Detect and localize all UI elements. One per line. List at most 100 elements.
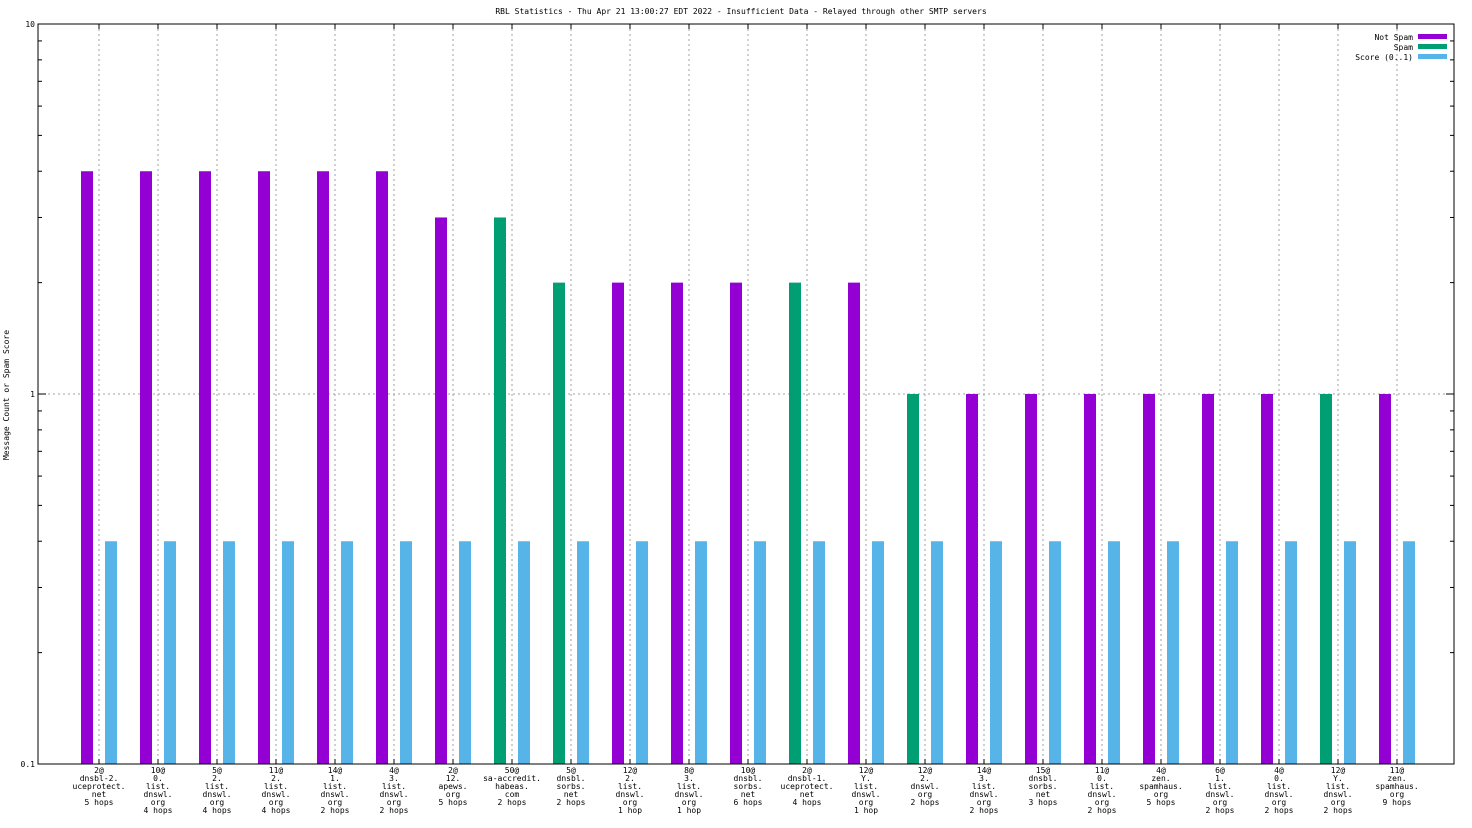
x-tick-label-line: net	[564, 790, 579, 799]
x-tick-label-line: org	[1331, 798, 1346, 807]
x-tick-label-line: 4@	[1156, 766, 1166, 775]
bar-score	[754, 541, 766, 764]
x-tick-label: 14@ 3. list. dnswl. org 2 hops	[970, 766, 999, 815]
x-tick-label-line: org	[682, 798, 697, 807]
x-tick-label-line: 3 hops	[1029, 798, 1058, 807]
bar-not-spam	[376, 171, 388, 765]
x-tick-label-line: 3.	[684, 774, 694, 783]
x-tick-label-line: dnsbl-1.	[788, 774, 827, 783]
x-tick-label-line: spamhaus.	[1375, 782, 1418, 791]
x-tick-label-line: list.	[1326, 782, 1350, 791]
x-tick-label-line: org	[269, 798, 284, 807]
x-tick-label-line: 6@	[1215, 766, 1225, 775]
x-tick-label-line: org	[977, 798, 992, 807]
bar-score	[341, 541, 353, 764]
x-tick-label-line: net	[741, 790, 756, 799]
bar-not-spam	[1084, 394, 1096, 764]
x-tick-label-line: com	[505, 790, 520, 799]
x-tick-label-line: dnsbl.	[557, 774, 586, 783]
bar-not-spam	[1379, 394, 1391, 764]
legend-swatch-spam	[1418, 44, 1447, 49]
x-tick-label-line: Y.	[1333, 774, 1343, 783]
x-tick-label-line: list.	[1208, 782, 1232, 791]
bars	[81, 171, 1415, 765]
bar-not-spam	[671, 282, 683, 764]
x-tick-label-line: 2.	[920, 774, 930, 783]
x-tick-label-line: list.	[677, 782, 701, 791]
x-tick-label-line: 4 hops	[262, 806, 291, 815]
x-tick-label-line: 11@	[269, 766, 284, 775]
x-tick-label-line: sa-accredit.	[483, 774, 541, 783]
x-tick-label-line: 4@	[1274, 766, 1284, 775]
grid-lines	[38, 24, 1454, 764]
x-tick-label-line: 0.	[1097, 774, 1107, 783]
bar-score	[990, 541, 1002, 764]
x-tick-label-line: dnswl.	[1265, 790, 1294, 799]
x-tick-label-line: 15@	[1036, 766, 1051, 775]
x-tick-label-line: org	[328, 798, 343, 807]
bar-spam	[553, 282, 565, 764]
x-tick-label-line: 3.	[979, 774, 989, 783]
x-tick-label: 12@ Y. list. dnswl. org 1 hop	[852, 766, 881, 815]
x-tick-label-line: dnswl.	[852, 790, 881, 799]
x-tick-label-line: 4 hops	[203, 806, 232, 815]
x-tick-label-line: 5 hops	[85, 798, 114, 807]
x-tick-label-line: dnswl.	[203, 790, 232, 799]
x-tick-label-line: dnswl.	[262, 790, 291, 799]
x-tick-label-line: sorbs.	[557, 782, 586, 791]
x-tick-label-line: dnswl.	[1206, 790, 1235, 799]
x-tick-label: 12@ 2. list. dnswl. org 1 hop	[616, 766, 645, 815]
x-tick-label-line: 5 hops	[1147, 798, 1176, 807]
x-tick-label-line: 2 hops	[970, 806, 999, 815]
x-tick-label-line: list.	[323, 782, 347, 791]
x-tick-label-line: sorbs.	[1029, 782, 1058, 791]
legend-label: Score (0..1)	[1355, 53, 1413, 62]
x-tick-label-line: 2 hops	[557, 798, 586, 807]
y-tick-label: 0.1	[21, 760, 36, 769]
x-tick-label-line: 12@	[859, 766, 874, 775]
x-tick-label-line: 5 hops	[439, 798, 468, 807]
x-tick-label-line: org	[1272, 798, 1287, 807]
x-tick-label-line: 4 hops	[144, 806, 173, 815]
bar-score	[577, 541, 589, 764]
y-tick-label: 1	[30, 390, 35, 399]
x-tick-label-line: list.	[1090, 782, 1114, 791]
x-tick-label-line: 2@	[94, 766, 104, 775]
x-tick-label-line: list.	[382, 782, 406, 791]
x-tick-label-line: 2 hops	[1088, 806, 1117, 815]
bar-not-spam	[1261, 394, 1273, 764]
bar-spam	[494, 217, 506, 764]
x-tick-label-line: dnswl.	[616, 790, 645, 799]
x-tick-label-line: dnsbl.	[1029, 774, 1058, 783]
x-tick-label-line: zen.	[1151, 774, 1170, 783]
x-tick-label-line: 2 hops	[380, 806, 409, 815]
bar-score	[636, 541, 648, 764]
bar-score	[164, 541, 176, 764]
x-tick-label: 2@ 12. apews. org 5 hops	[439, 766, 468, 807]
x-tick-label-line: list.	[972, 782, 996, 791]
x-tick-label-line: 12@	[1331, 766, 1346, 775]
x-tick-label: 10@ dnsbl. sorbs. net 6 hops	[734, 766, 763, 807]
bar-score	[1226, 541, 1238, 764]
x-tick-label-line: net	[1036, 790, 1051, 799]
x-tick-label-line: 4@	[389, 766, 399, 775]
x-tick-label-line: 2 hops	[321, 806, 350, 815]
x-tick-label: 10@ 0. list. dnswl. org 4 hops	[144, 766, 173, 815]
bar-not-spam	[1202, 394, 1214, 764]
bar-spam	[1320, 394, 1332, 764]
x-tick-label-line: 2@	[448, 766, 458, 775]
x-tick-label-line: habeas.	[495, 782, 529, 791]
x-tick-label-line: 10@	[151, 766, 166, 775]
x-tick-label-line: org	[151, 798, 166, 807]
x-tick-label-line: net	[800, 790, 815, 799]
x-tick-label-line: org	[1095, 798, 1110, 807]
x-tick-label-line: org	[623, 798, 638, 807]
x-tick-label-line: org	[1390, 790, 1405, 799]
x-tick-label: 4@ zen. spamhaus. org 5 hops	[1139, 766, 1182, 807]
x-tick-label-line: dnswl.	[970, 790, 999, 799]
x-tick-label-line: list.	[1267, 782, 1291, 791]
x-tick-label-line: Y.	[861, 774, 871, 783]
x-tick-label: 50@ sa-accredit. habeas. com 2 hops	[483, 766, 541, 807]
